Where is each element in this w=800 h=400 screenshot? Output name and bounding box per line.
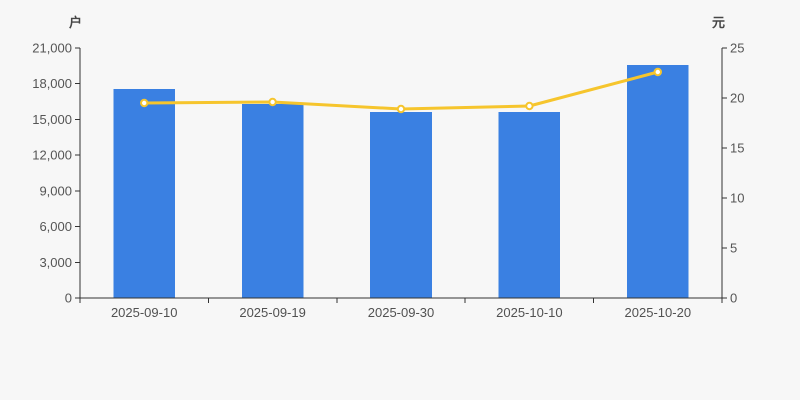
bar-2025-09-10[interactable] — [113, 89, 175, 298]
bar-2025-10-10[interactable] — [498, 112, 561, 298]
x-axis-category-label: 2025-10-10 — [496, 305, 563, 320]
price-point-2025-09-30[interactable] — [396, 104, 406, 114]
right-axis-tick-label: 5 — [730, 241, 737, 256]
x-axis-category-label: 2025-09-19 — [239, 305, 306, 320]
left-axis-tick-label: 21,000 — [32, 41, 72, 56]
left-axis-tick-label: 12,000 — [32, 148, 72, 163]
price-point-2025-09-19[interactable] — [268, 97, 277, 107]
price-line[interactable] — [142, 70, 660, 111]
right-axis-tick-label: 20 — [730, 91, 744, 106]
bar-2025-09-30[interactable] — [370, 112, 432, 298]
x-axis-category-label: 2025-10-20 — [625, 305, 692, 320]
x-axis-category-label: 2025-09-30 — [368, 305, 435, 320]
bar-2025-09-19[interactable] — [241, 104, 304, 298]
left-axis-tick-label: 18,000 — [32, 76, 72, 91]
price-point-2025-09-10[interactable] — [140, 98, 149, 108]
price-point-2025-10-20[interactable] — [653, 67, 662, 77]
left-axis-tick-label: 15,000 — [32, 112, 72, 127]
left-axis-tick-label: 0 — [65, 291, 72, 306]
right-axis-tick-label: 10 — [730, 191, 744, 206]
right-axis-tick-label: 0 — [730, 291, 737, 306]
right-axis-tick-label: 25 — [730, 41, 744, 56]
left-axis-unit-label: 户 — [69, 15, 82, 30]
bar-2025-10-20[interactable] — [627, 65, 689, 298]
right-axis-tick-label: 15 — [730, 141, 744, 156]
left-axis-tick-label: 6,000 — [39, 219, 72, 234]
x-axis-category-label: 2025-09-10 — [111, 305, 178, 320]
right-axis-unit-label: 元 — [712, 15, 725, 30]
price-point-2025-10-10[interactable] — [525, 101, 534, 111]
left-axis-tick-label: 3,000 — [39, 255, 72, 270]
left-axis-tick-label: 9,000 — [39, 183, 72, 198]
